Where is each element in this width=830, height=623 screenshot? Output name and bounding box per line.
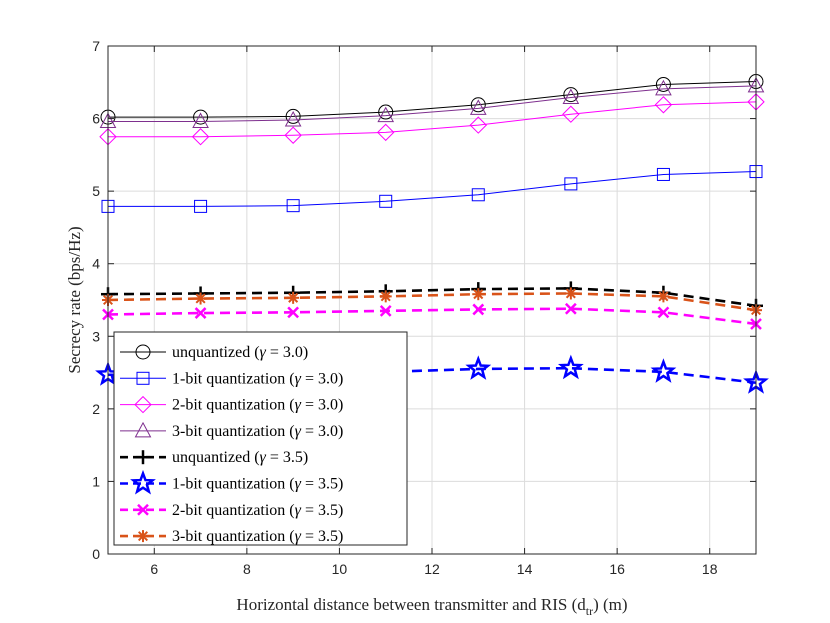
data-point — [469, 116, 487, 134]
legend-marker — [136, 371, 150, 385]
data-point — [194, 292, 207, 305]
data-point — [192, 112, 209, 128]
data-point — [650, 358, 677, 383]
data-point — [656, 167, 670, 181]
data-point — [564, 287, 577, 300]
data-point — [284, 126, 302, 144]
legend: unquantized (γ = 3.0) 1-bit quantization … — [113, 331, 408, 546]
data-point — [472, 288, 485, 301]
series-line — [107, 292, 757, 312]
legend-entry: 3-bit quantization (γ = 3.5) — [120, 528, 343, 545]
y-tick-label: 0 — [92, 546, 100, 562]
data-point — [194, 199, 208, 213]
series-line — [107, 307, 757, 326]
data-point — [563, 87, 579, 103]
data-point — [191, 128, 210, 146]
data-point — [287, 306, 300, 319]
data-point — [379, 290, 392, 303]
data-point — [284, 110, 302, 127]
data-point — [287, 291, 300, 304]
legend-marker — [137, 530, 149, 543]
data-point — [377, 106, 395, 123]
data-point — [562, 105, 580, 123]
legend-label: 1-bit quantization (γ = 3.5) — [172, 476, 343, 493]
legend-marker — [130, 469, 156, 495]
x-tick-label: 14 — [517, 561, 533, 577]
series-line — [107, 287, 757, 308]
x-axis-label: Horizontal distance between transmitter … — [236, 595, 627, 618]
legend-marker — [134, 421, 152, 438]
legend-label: 2-bit quantization (γ = 3.5) — [172, 502, 343, 519]
data-point — [377, 123, 395, 142]
series-4 — [99, 76, 765, 128]
legend-label: 1-bit quantization (γ = 3.0) — [172, 370, 343, 387]
x-tick-label: 10 — [332, 561, 348, 577]
data-point — [379, 194, 393, 208]
x-axis-label-tail: ) (m) — [593, 595, 627, 614]
x-tick-label: 18 — [702, 561, 718, 577]
data-point — [557, 354, 584, 380]
y-tick-label: 2 — [92, 401, 100, 417]
data-point — [286, 199, 300, 213]
data-point — [657, 290, 670, 303]
series-line — [108, 366, 757, 385]
legend-entry: 1-bit quantization (γ = 3.5) — [120, 469, 343, 495]
y-tick-label: 4 — [92, 256, 100, 272]
data-point — [469, 99, 487, 115]
data-point — [657, 306, 670, 319]
data-point — [285, 108, 301, 124]
legend-marker — [136, 450, 150, 465]
data-point — [562, 88, 580, 105]
y-tick-label: 3 — [92, 328, 100, 344]
data-point — [378, 104, 394, 120]
x-axis-label-subscript: tr — [586, 604, 593, 618]
x-tick-label: 16 — [609, 561, 625, 577]
data-point — [465, 355, 492, 380]
data-point — [193, 109, 209, 125]
legend-marker — [134, 395, 152, 414]
legend-label: 2-bit quantization (γ = 3.0) — [172, 397, 343, 414]
legend-label: 3-bit quantization (γ = 3.5) — [172, 528, 343, 545]
series-line — [108, 85, 757, 122]
series-line — [108, 171, 757, 207]
data-point — [471, 188, 485, 202]
series-2 — [101, 165, 763, 213]
y-axis-label: Secrecy rate (bps/Hz) — [65, 226, 84, 373]
legend-entry: unquantized (γ = 3.5) — [120, 449, 308, 466]
series-line — [108, 101, 757, 138]
data-point — [470, 97, 486, 113]
legend-label: unquantized (γ = 3.5) — [172, 449, 308, 466]
data-point — [472, 303, 485, 316]
legend-entry: unquantized (γ = 3.0) — [120, 344, 308, 361]
legend-entry: 1-bit quantization (γ = 3.0) — [120, 370, 343, 387]
legend-marker — [137, 503, 149, 516]
legend-label: 3-bit quantization (γ = 3.0) — [172, 423, 343, 440]
data-point — [564, 177, 578, 191]
legend-entry: 2-bit quantization (γ = 3.5) — [120, 502, 343, 519]
x-tick-label: 8 — [243, 561, 251, 577]
data-point — [655, 79, 672, 96]
y-tick-label: 7 — [92, 38, 100, 54]
data-point — [654, 96, 673, 114]
legend-label: unquantized (γ = 3.0) — [172, 344, 308, 361]
y-tick-label: 1 — [92, 473, 100, 489]
x-tick-label: 12 — [424, 561, 440, 577]
legend-marker — [135, 344, 151, 360]
x-tick-label: 6 — [150, 561, 158, 577]
y-tick-label: 5 — [92, 183, 100, 199]
data-point — [379, 305, 392, 317]
legend-entry: 3-bit quantization (γ = 3.0) — [120, 421, 343, 440]
x-axis-label-main: Horizontal distance between transmitter … — [236, 595, 586, 614]
data-point — [564, 302, 577, 315]
series-8 — [102, 287, 762, 317]
data-point — [194, 307, 207, 319]
y-tick-label: 6 — [92, 111, 100, 127]
series-line — [108, 81, 757, 118]
data-point — [655, 76, 671, 92]
legend-entry: 2-bit quantization (γ = 3.0) — [120, 395, 343, 414]
